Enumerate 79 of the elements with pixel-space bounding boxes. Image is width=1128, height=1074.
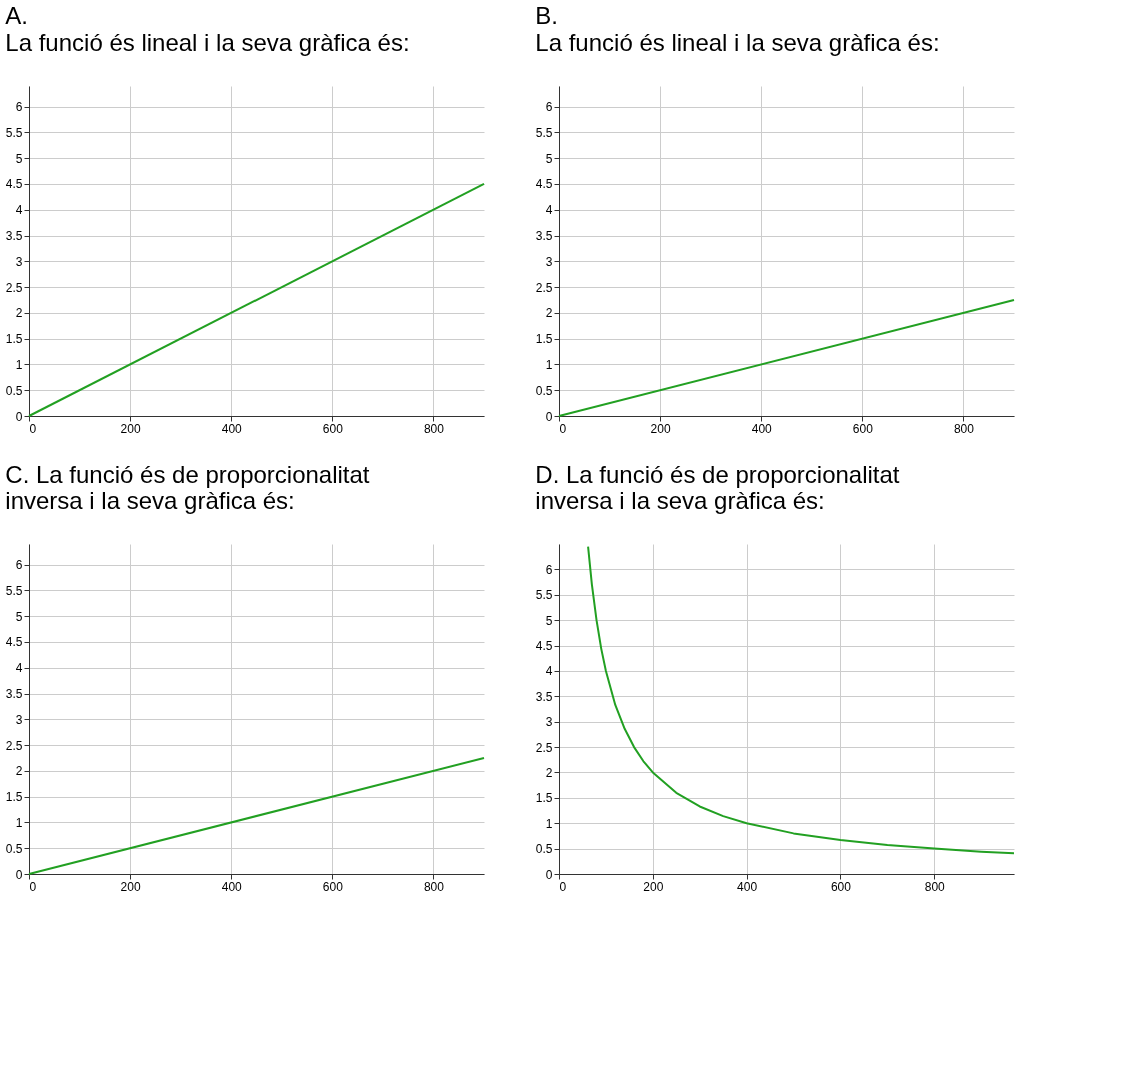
y-tick-label: 3.5 — [5, 687, 23, 702]
y-tick-label: 5 — [15, 151, 23, 166]
x-tick-label: 0 — [29, 879, 37, 894]
x-tick-label: 0 — [559, 879, 567, 894]
y-tick-label: 5 — [15, 609, 23, 624]
y-tick-label: 3.5 — [5, 229, 23, 244]
y-tick-label: 3.5 — [535, 689, 553, 704]
x-tick-label: 400 — [221, 421, 243, 436]
y-tick-label: 1.5 — [5, 790, 23, 805]
y-tick-label: 5.5 — [535, 125, 553, 140]
y-tick-label: 0.5 — [535, 842, 553, 857]
x-tick-label: 0 — [29, 421, 37, 436]
y-tick-label: 1 — [545, 816, 553, 831]
y-tick-label: 1.5 — [535, 332, 553, 347]
y-tick-label: 6 — [15, 558, 23, 573]
x-tick-label: 200 — [120, 879, 141, 894]
x-tick-label: 200 — [650, 421, 671, 436]
y-tick-label: 2 — [15, 306, 23, 321]
y-tick-label: 2.5 — [535, 280, 553, 295]
y-tick-label: 2 — [545, 306, 553, 321]
x-tick-label: 0 — [559, 421, 567, 436]
y-tick-label: 4.5 — [5, 635, 23, 650]
y-tick-label: 2 — [545, 765, 553, 780]
x-tick-label: 800 — [423, 879, 445, 894]
y-tick-label: 4 — [15, 661, 23, 676]
y-tick-label: 2.5 — [535, 740, 553, 755]
y-tick-label: 4.5 — [5, 177, 23, 192]
x-tick-label: 600 — [322, 421, 344, 436]
y-tick-label: 0 — [15, 409, 23, 424]
chart-title: B. — [535, 2, 559, 29]
y-tick-label: 4.5 — [535, 639, 553, 654]
y-tick-label: 4 — [545, 664, 553, 679]
y-tick-label: 5 — [545, 613, 553, 628]
y-tick-label: 0 — [545, 867, 553, 882]
y-tick-label: 4 — [15, 203, 23, 218]
y-tick-label: 6 — [545, 100, 553, 115]
x-tick-label: 600 — [322, 879, 344, 894]
y-tick-label: 3 — [15, 712, 23, 727]
line-series — [587, 545, 1015, 855]
x-tick-label: 600 — [852, 421, 874, 436]
x-tick-label: 800 — [924, 879, 946, 894]
y-tick-label: 0.5 — [5, 841, 23, 856]
x-tick-label: 200 — [120, 421, 141, 436]
y-tick-label: 0.5 — [5, 383, 23, 398]
chart-title: D. La funció és de proporcionalitat inversa i la seva gràfica és: — [535, 461, 900, 514]
y-tick-label: 3.5 — [535, 229, 553, 244]
y-tick-label: 2.5 — [5, 738, 23, 753]
y-tick-label: 6 — [15, 100, 23, 115]
y-tick-label: 0 — [545, 409, 553, 424]
y-tick-label: 1 — [545, 357, 553, 372]
y-tick-label: 0.5 — [535, 383, 553, 398]
x-tick-label: 200 — [643, 879, 664, 894]
chart-title: A. — [5, 2, 29, 29]
y-tick-label: 4.5 — [535, 177, 553, 192]
y-tick-label: 1.5 — [5, 332, 23, 347]
y-tick-label: 0 — [15, 867, 23, 882]
chart-subtitle: La funció és lineal i la seva gràfica és: — [535, 29, 940, 56]
y-tick-label: 3 — [545, 715, 553, 730]
y-tick-label: 3 — [545, 254, 553, 269]
x-tick-label: 400 — [737, 879, 758, 894]
y-tick-label: 4 — [545, 203, 553, 218]
y-tick-label: 5.5 — [535, 588, 553, 603]
x-tick-label: 400 — [221, 879, 243, 894]
y-tick-label: 5 — [545, 151, 553, 166]
y-tick-label: 2 — [15, 764, 23, 779]
y-tick-label: 1.5 — [535, 791, 553, 806]
x-tick-label: 800 — [953, 421, 975, 436]
chart-title: C. La funció és de proporcionalitat inversa i la seva gràfica és: — [5, 461, 370, 514]
y-tick-label: 3 — [15, 254, 23, 269]
y-tick-label: 5.5 — [5, 125, 23, 140]
chart-subtitle: La funció és lineal i la seva gràfica és: — [5, 29, 410, 56]
x-tick-label: 400 — [751, 421, 773, 436]
y-tick-label: 5.5 — [5, 583, 23, 598]
x-tick-label: 800 — [423, 421, 445, 436]
y-tick-label: 1 — [15, 357, 23, 372]
y-tick-label: 6 — [545, 562, 553, 577]
y-tick-label: 2.5 — [5, 280, 23, 295]
y-tick-label: 1 — [15, 815, 23, 830]
x-tick-label: 600 — [830, 879, 852, 894]
